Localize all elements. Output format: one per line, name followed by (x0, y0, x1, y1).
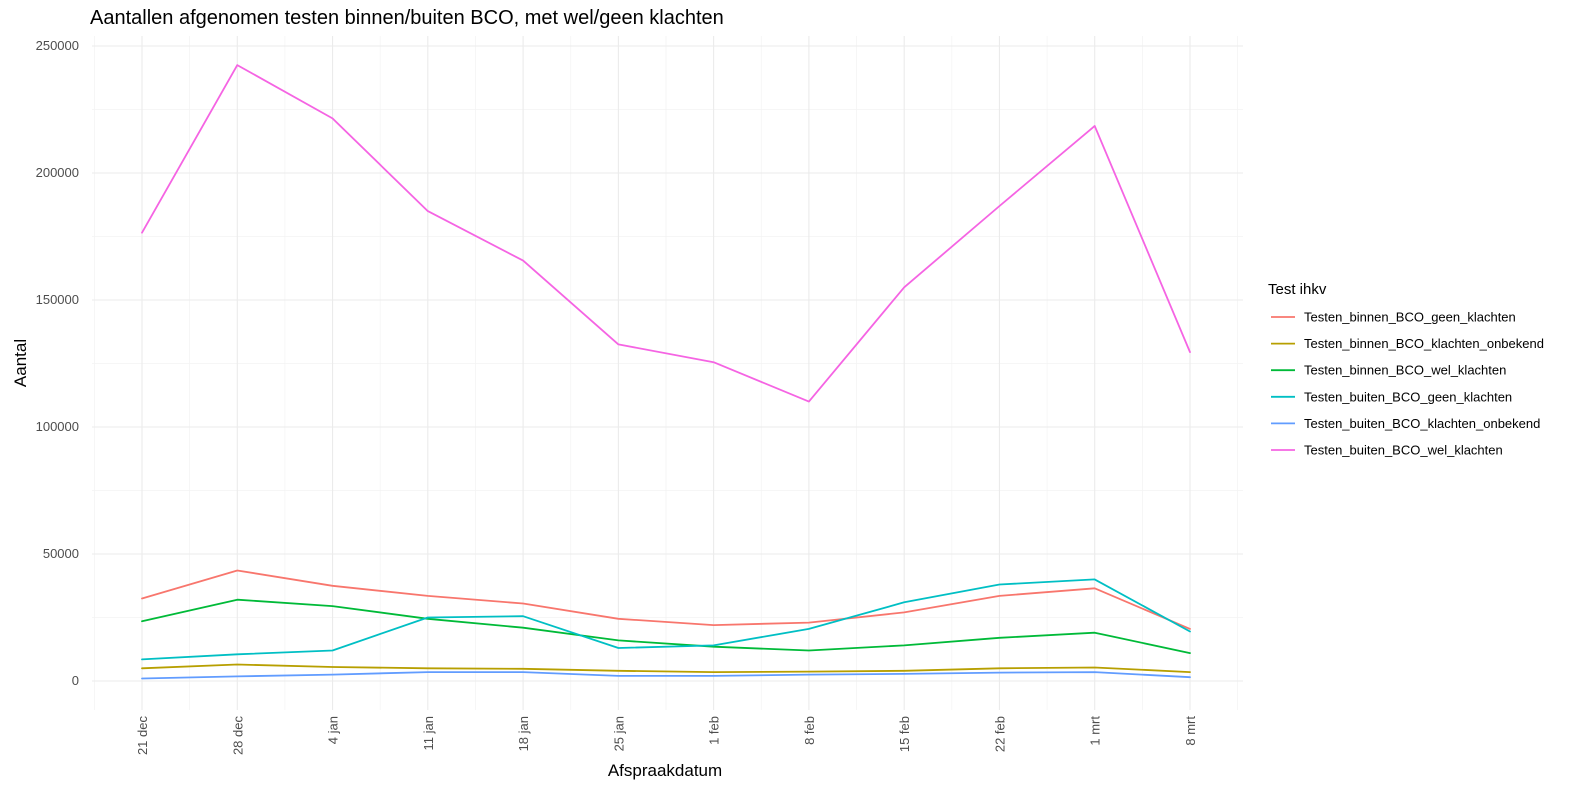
x-tick-label: 8 feb (802, 716, 817, 745)
series-line (141, 598, 1191, 654)
x-tick-label: 18 jan (516, 716, 531, 751)
series-line (141, 578, 1191, 661)
legend: Test ihkv Testen_binnen_BCO_geen_klachte… (1268, 281, 1544, 458)
legend-label: Testen_buiten_BCO_wel_klachten (1304, 443, 1503, 458)
series-line (141, 64, 1191, 403)
y-axis-ticks: 0 50000 100000 150000 200000 250000 (36, 38, 79, 688)
x-tick-label: 1 mrt (1088, 716, 1103, 746)
series-lines (141, 64, 1191, 680)
x-tick-label: 4 jan (326, 716, 341, 744)
x-tick-label: 28 dec (230, 716, 245, 756)
legend-title: Test ihkv (1268, 281, 1327, 298)
x-axis-title: Afspraakdatum (608, 761, 722, 780)
series-line (141, 671, 1191, 680)
x-tick-label: 8 mrt (1183, 716, 1198, 746)
x-tick-label: 22 feb (992, 716, 1007, 752)
y-tick-label: 250000 (36, 38, 79, 53)
x-axis-ticks: 21 dec 28 dec 4 jan 11 jan 18 jan 25 jan 1 feb… (135, 716, 1198, 756)
y-tick-label: 50000 (43, 546, 79, 561)
chart-title: Aantallen afgenomen testen binnen/buiten… (90, 7, 724, 29)
x-tick-label: 25 jan (611, 716, 626, 751)
y-tick-label: 200000 (36, 165, 79, 180)
x-tick-label: 21 dec (135, 716, 150, 756)
y-axis-title: Aantal (11, 339, 30, 387)
x-tick-label: 1 feb (707, 716, 722, 745)
legend-label: Testen_binnen_BCO_geen_klachten (1304, 310, 1516, 325)
series-line (141, 663, 1191, 673)
legend-label: Testen_binnen_BCO_wel_klachten (1304, 363, 1506, 378)
legend-label: Testen_binnen_BCO_klachten_onbekend (1304, 336, 1544, 351)
legend-label: Testen_buiten_BCO_geen_klachten (1304, 389, 1512, 404)
series-line (141, 569, 1191, 630)
y-tick-label: 150000 (36, 292, 79, 307)
y-tick-label: 0 (72, 673, 79, 688)
y-tick-label: 100000 (36, 419, 79, 434)
legend-label: Testen_buiten_BCO_klachten_onbekend (1304, 416, 1540, 431)
x-tick-label: 11 jan (421, 716, 436, 750)
x-tick-label: 15 feb (897, 716, 912, 752)
grid (92, 36, 1243, 710)
